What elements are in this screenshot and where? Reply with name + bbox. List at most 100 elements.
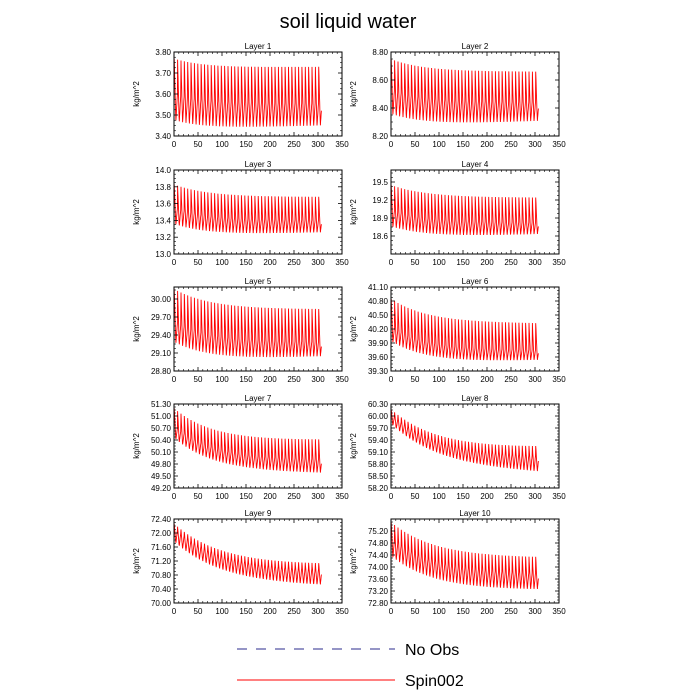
x-tick-label: 200 (263, 258, 277, 267)
y-tick-label: 70.80 (151, 571, 172, 580)
figure-title: soil liquid water (280, 11, 417, 33)
panel-title: Layer 9 (245, 509, 272, 518)
y-axis-label: kg/m^2 (349, 548, 358, 574)
y-tick-label: 39.30 (368, 367, 389, 376)
series-line-spin002 (390, 522, 539, 590)
x-tick-label: 350 (335, 140, 349, 149)
x-tick-label: 150 (456, 140, 470, 149)
y-tick-label: 58.80 (368, 460, 389, 469)
x-tick-label: 0 (389, 258, 394, 267)
x-tick-label: 300 (311, 607, 325, 616)
x-tick-label: 50 (194, 375, 203, 384)
plot-frame (390, 169, 560, 255)
y-tick-label: 49.20 (151, 484, 172, 493)
y-axis-label: kg/m^2 (132, 433, 141, 459)
y-tick-label: 19.5 (372, 178, 388, 187)
x-tick-label: 250 (504, 492, 518, 501)
panel-5: Layer 5 kg/m^2 0 50 100 150 200 250 300 350 28.80 2… (132, 277, 349, 384)
x-tick-label: 250 (287, 492, 301, 501)
x-tick-label: 150 (239, 492, 253, 501)
y-tick-label: 13.2 (155, 233, 171, 242)
series-line-spin002 (390, 185, 539, 236)
x-tick-label: 300 (311, 492, 325, 501)
y-tick-label: 29.40 (151, 331, 172, 340)
x-tick-label: 200 (480, 375, 494, 384)
series-line-spin002 (173, 408, 322, 473)
x-tick-label: 300 (528, 375, 542, 384)
x-tick-label: 250 (287, 258, 301, 267)
y-tick-label: 3.80 (155, 48, 171, 57)
panel-title: Layer 7 (245, 394, 272, 403)
y-axis-label: kg/m^2 (349, 316, 358, 342)
x-tick-label: 150 (456, 492, 470, 501)
x-tick-label: 50 (411, 607, 420, 616)
x-tick-label: 350 (335, 607, 349, 616)
y-tick-label: 14.0 (155, 166, 171, 175)
panel-6: Layer 6 kg/m^2 0 50 100 150 200 250 300 350 39.30 3… (349, 277, 566, 384)
x-tick-label: 200 (480, 607, 494, 616)
panel-4: Layer 4 kg/m^2 0 50 100 150 200 250 300 350 18.6 18… (349, 160, 566, 267)
x-tick-label: 200 (263, 140, 277, 149)
x-tick-label: 150 (456, 375, 470, 384)
x-tick-label: 0 (172, 492, 177, 501)
y-tick-label: 39.90 (368, 339, 389, 348)
y-tick-label: 74.80 (368, 539, 389, 548)
x-tick-label: 0 (389, 607, 394, 616)
x-tick-label: 300 (311, 375, 325, 384)
x-tick-label: 350 (335, 375, 349, 384)
x-tick-label: 100 (432, 492, 446, 501)
panel-2: Layer 2 kg/m^2 0 50 100 150 200 250 300 350 8.20 8.… (349, 42, 566, 149)
x-tick-label: 0 (172, 607, 177, 616)
y-tick-label: 73.20 (368, 587, 389, 596)
y-tick-label: 8.20 (372, 132, 388, 141)
y-tick-label: 50.70 (151, 424, 172, 433)
y-tick-label: 8.40 (372, 104, 388, 113)
y-tick-label: 51.30 (151, 400, 172, 409)
y-tick-label: 58.20 (368, 484, 389, 493)
x-tick-label: 50 (411, 375, 420, 384)
x-tick-label: 200 (263, 492, 277, 501)
y-tick-label: 18.6 (372, 232, 388, 241)
y-tick-label: 60.00 (368, 412, 389, 421)
x-tick-label: 100 (215, 140, 229, 149)
x-tick-label: 150 (239, 258, 253, 267)
x-tick-label: 150 (456, 258, 470, 267)
x-tick-label: 100 (215, 607, 229, 616)
y-tick-label: 3.40 (155, 132, 171, 141)
y-tick-label: 40.80 (368, 297, 389, 306)
y-tick-label: 3.60 (155, 90, 171, 99)
x-tick-label: 200 (480, 258, 494, 267)
x-tick-label: 50 (194, 140, 203, 149)
x-tick-label: 250 (504, 140, 518, 149)
x-tick-label: 300 (528, 607, 542, 616)
series-line-spin002 (390, 59, 539, 123)
y-tick-label: 39.60 (368, 353, 389, 362)
y-tick-label: 8.80 (372, 48, 388, 57)
x-tick-label: 300 (528, 140, 542, 149)
x-tick-label: 350 (552, 258, 566, 267)
y-tick-label: 18.9 (372, 214, 388, 223)
x-tick-label: 300 (311, 258, 325, 267)
x-tick-label: 100 (432, 140, 446, 149)
y-axis-label: kg/m^2 (132, 81, 141, 107)
panel-9: Layer 9 kg/m^2 0 50 100 150 200 250 300 350 70.00 7… (132, 509, 349, 616)
y-tick-label: 40.20 (368, 325, 389, 334)
y-tick-label: 60.30 (368, 400, 389, 409)
x-tick-label: 350 (552, 375, 566, 384)
y-axis-label: kg/m^2 (349, 433, 358, 459)
panel-title: Layer 10 (459, 509, 491, 518)
x-tick-label: 50 (411, 492, 420, 501)
x-tick-label: 0 (389, 375, 394, 384)
y-tick-label: 59.70 (368, 424, 389, 433)
y-tick-label: 40.50 (368, 311, 389, 320)
panel-title: Layer 2 (462, 42, 489, 51)
x-tick-label: 350 (552, 492, 566, 501)
y-axis-label: kg/m^2 (132, 548, 141, 574)
x-tick-label: 100 (215, 375, 229, 384)
legend: No Obs Spin002 (237, 642, 464, 690)
x-tick-label: 250 (287, 607, 301, 616)
panel-title: Layer 6 (462, 277, 489, 286)
y-tick-label: 51.00 (151, 412, 172, 421)
panel-10: Layer 10 kg/m^2 0 50 100 150 200 250 300 350 72.80… (349, 509, 566, 616)
x-tick-label: 200 (480, 140, 494, 149)
